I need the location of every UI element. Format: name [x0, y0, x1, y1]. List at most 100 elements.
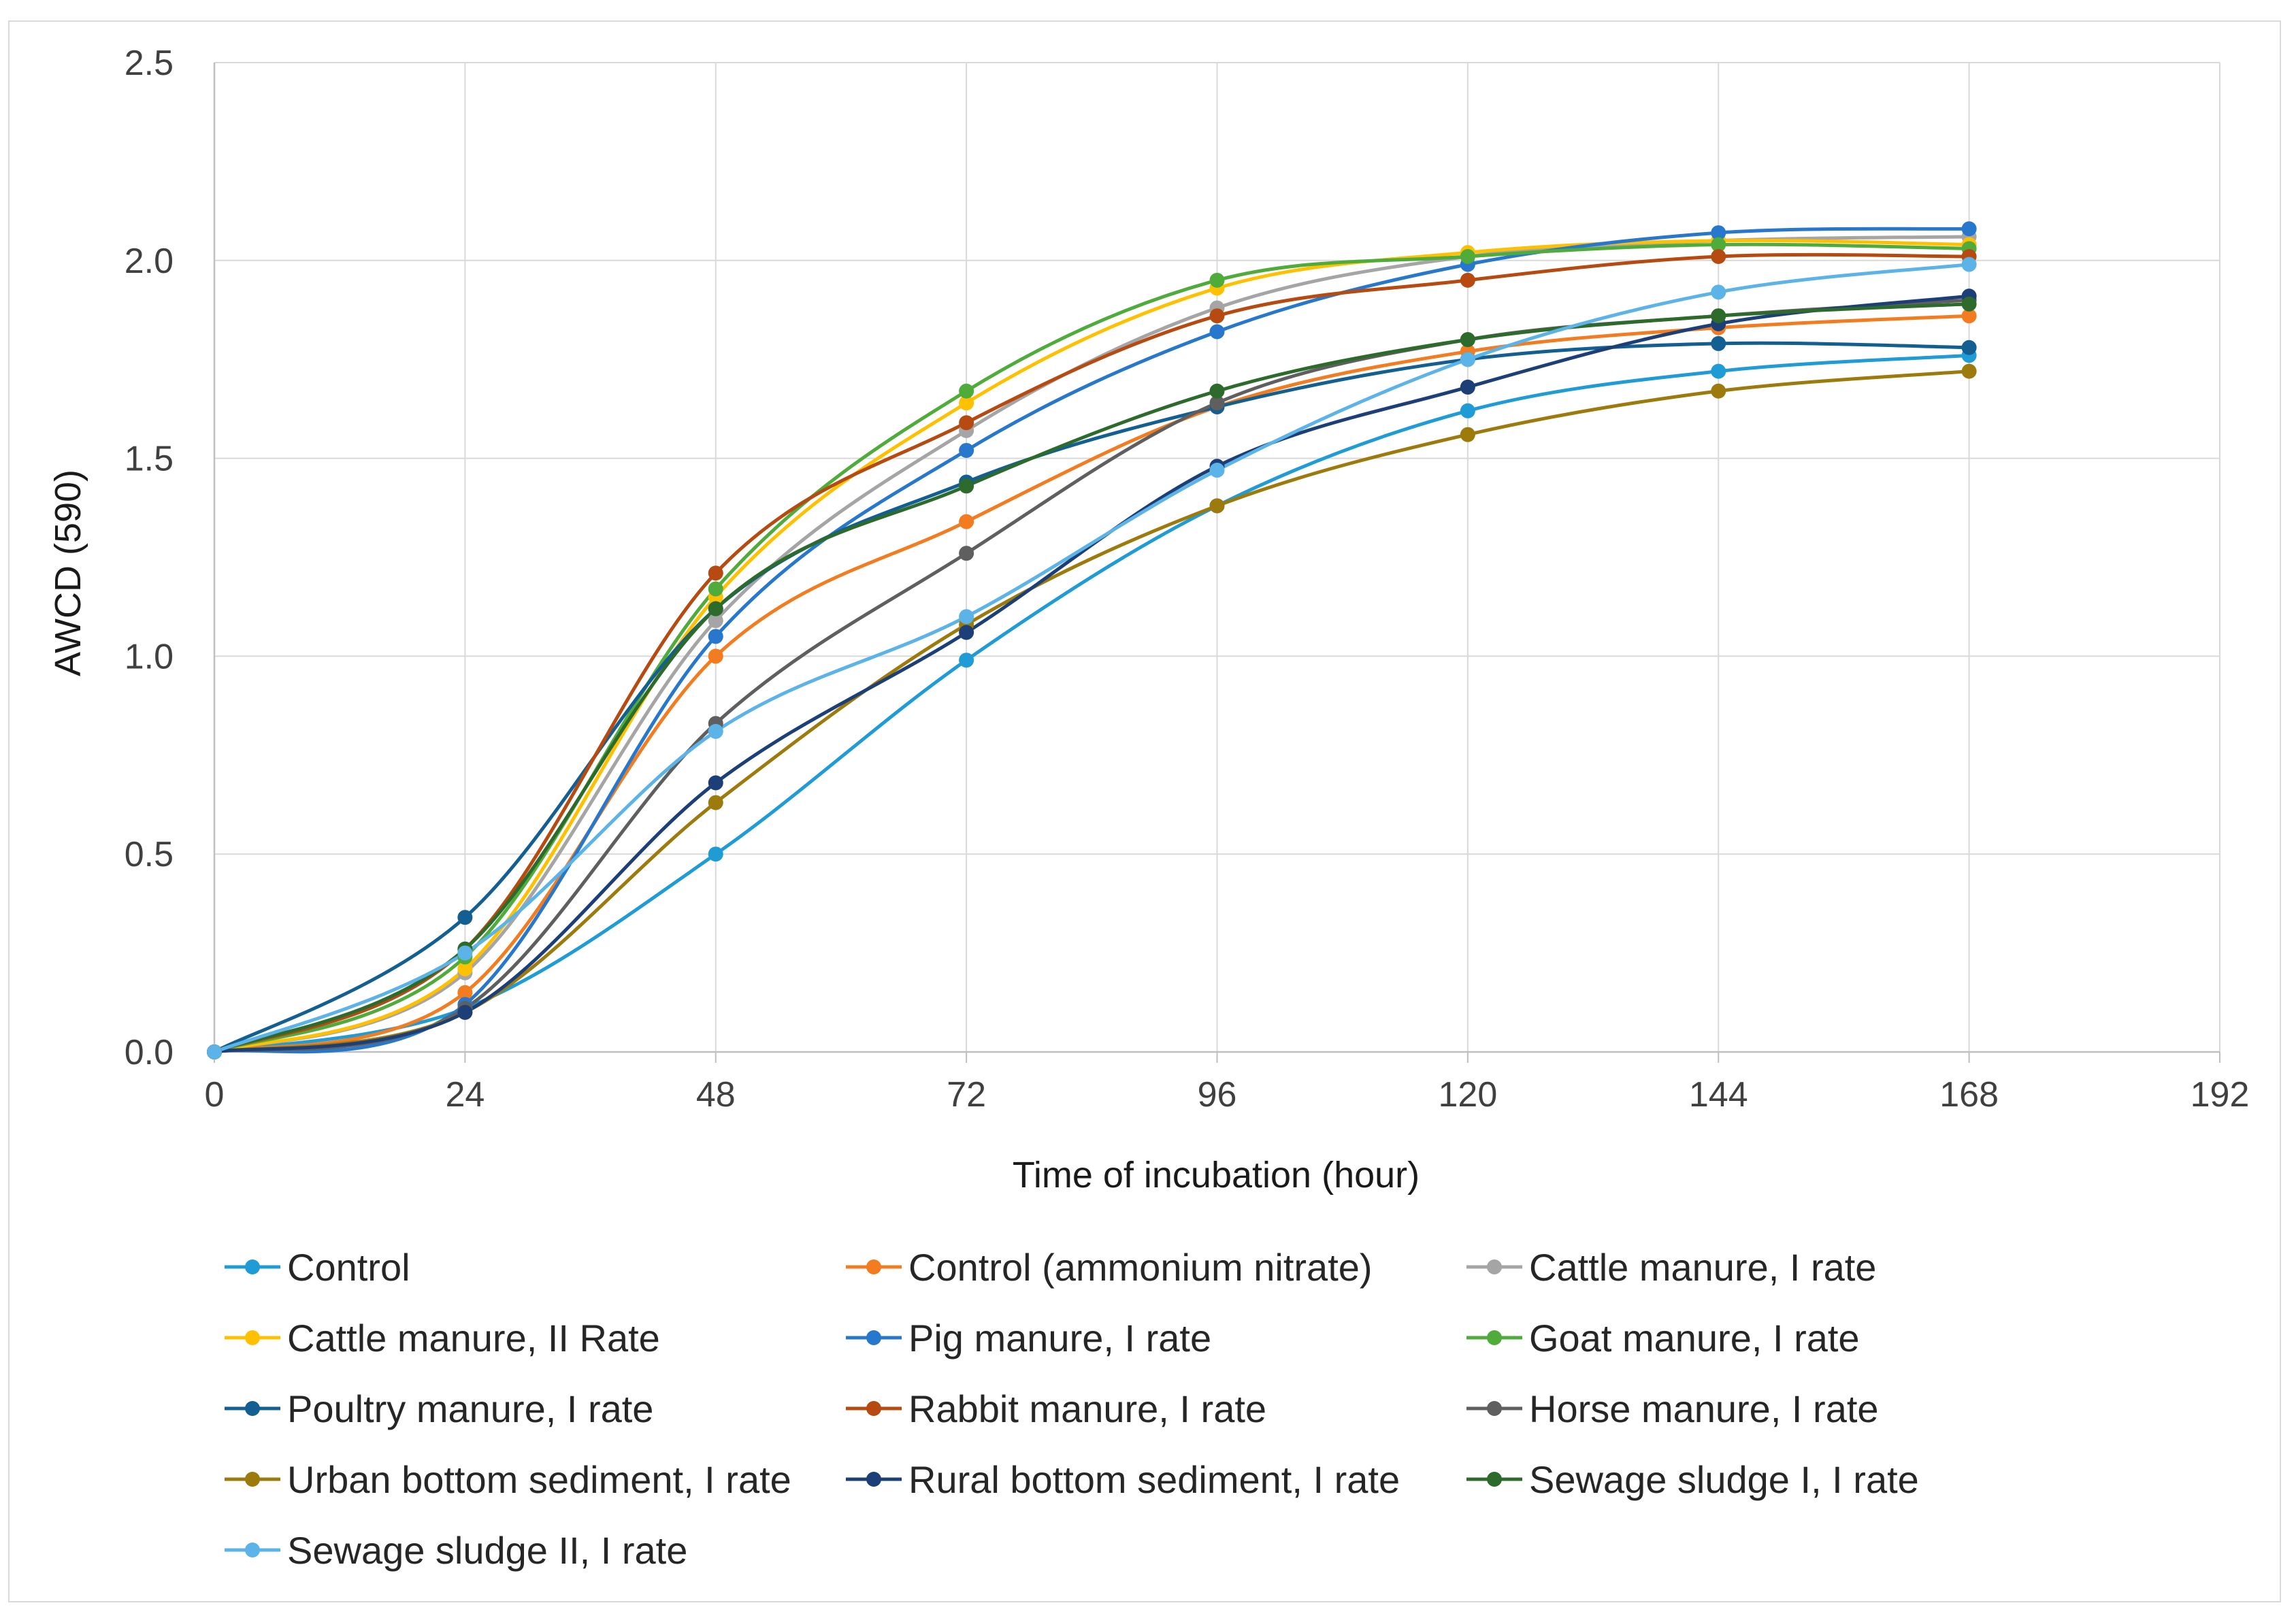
x-tick-label: 24 — [445, 1075, 485, 1115]
x-tick-label: 0 — [205, 1075, 225, 1115]
series-line — [214, 235, 1969, 1054]
legend-label: Sewage sludge II, I rate — [287, 1529, 687, 1572]
tick-labels: 0.0 0.5 1.0 1.5 2.0 2.5 0 24 48 72 96 120 144 168 192 — [125, 44, 2250, 1115]
data-point — [1961, 340, 1977, 355]
series-line — [214, 252, 1969, 1054]
legend-label: Cattle manure, I rate — [1529, 1246, 1876, 1289]
series-line — [214, 227, 1969, 1054]
legend-swatch-marker — [245, 1330, 260, 1345]
x-tick-label: 96 — [1198, 1075, 1237, 1115]
series-line — [214, 238, 1969, 1054]
legend-label: Rabbit manure, I rate — [908, 1387, 1266, 1430]
legend-label: Urban bottom sediment, I rate — [287, 1458, 791, 1501]
legend-label: Control — [287, 1246, 410, 1289]
x-tick-label: 48 — [696, 1075, 736, 1115]
data-point — [1711, 383, 1726, 399]
data-point — [457, 910, 473, 925]
data-point — [959, 383, 974, 399]
data-point — [1961, 308, 1977, 324]
data-point — [959, 415, 974, 431]
legend-swatch-marker — [866, 1401, 881, 1416]
data-point — [1209, 383, 1225, 399]
legend-swatch-marker — [1487, 1401, 1502, 1416]
legend-item: Sewage sludge II, I rate — [225, 1529, 687, 1572]
legend-label: Sewage sludge I, I rate — [1529, 1458, 1919, 1501]
series-line — [214, 263, 1969, 1054]
legend-swatch-marker — [866, 1259, 881, 1274]
legend-item: Pig manure, I rate — [846, 1317, 1211, 1359]
legend-label: Horse manure, I rate — [1529, 1387, 1879, 1430]
data-point — [959, 395, 974, 411]
data-point — [1711, 308, 1726, 324]
data-point — [959, 546, 974, 561]
data-point — [457, 961, 473, 976]
series-line — [214, 369, 1969, 1054]
y-tick-label: 0.5 — [125, 835, 174, 874]
data-point — [1711, 284, 1726, 300]
data-point — [708, 795, 723, 810]
legend: Control Control (ammonium nitrate) Cattle … — [225, 1246, 1919, 1572]
legend-swatch-marker — [1487, 1330, 1502, 1345]
legend-label: Rural bottom sediment, I rate — [908, 1458, 1400, 1501]
data-point — [959, 442, 974, 458]
data-point — [207, 1044, 222, 1059]
data-point — [1711, 363, 1726, 379]
data-point — [457, 985, 473, 1000]
data-point — [708, 581, 723, 597]
data-point — [1961, 257, 1977, 272]
y-tick-label: 1.0 — [125, 637, 174, 676]
data-point — [1460, 272, 1475, 288]
legend-item: Goat manure, I rate — [1466, 1317, 1860, 1359]
x-tick-label: 120 — [1438, 1075, 1497, 1115]
series-lines — [213, 227, 1969, 1054]
legend-label: Pig manure, I rate — [908, 1317, 1211, 1359]
legend-label: Cattle manure, II Rate — [287, 1317, 660, 1359]
data-point — [1711, 335, 1726, 351]
data-point — [1460, 248, 1475, 264]
legend-label: Control (ammonium nitrate) — [908, 1246, 1373, 1289]
legend-swatch-marker — [245, 1401, 260, 1416]
legend-item: Cattle manure, II Rate — [225, 1317, 660, 1359]
data-point — [1460, 332, 1475, 348]
x-tick-label: 72 — [947, 1075, 986, 1115]
data-point — [1711, 237, 1726, 252]
data-point — [708, 613, 723, 629]
data-point — [1209, 308, 1225, 324]
series-line — [214, 302, 1969, 1054]
data-point — [708, 601, 723, 616]
data-point — [959, 625, 974, 640]
legend-item: Rural bottom sediment, I rate — [846, 1458, 1400, 1501]
x-tick-label: 192 — [2191, 1075, 2250, 1115]
legend-item: Poultry manure, I rate — [225, 1387, 653, 1430]
data-point — [708, 565, 723, 581]
data-point — [1209, 272, 1225, 288]
data-point — [1460, 403, 1475, 418]
data-point — [708, 648, 723, 664]
y-tick-label: 2.0 — [125, 242, 174, 281]
legend-item: Control (ammonium nitrate) — [846, 1246, 1373, 1289]
data-point — [1961, 363, 1977, 379]
legend-item: Cattle manure, I rate — [1466, 1246, 1876, 1289]
data-point — [1209, 498, 1225, 514]
data-point — [457, 945, 473, 961]
legend-swatch-marker — [245, 1543, 260, 1557]
legend-item: Horse manure, I rate — [1466, 1387, 1879, 1430]
legend-swatch-marker — [1487, 1472, 1502, 1487]
data-point — [959, 514, 974, 529]
series-line — [214, 353, 1969, 1054]
legend-item: Rabbit manure, I rate — [846, 1387, 1266, 1430]
x-tick-label: 144 — [1689, 1075, 1748, 1115]
legend-item: Sewage sludge I, I rate — [1466, 1458, 1919, 1501]
data-point — [1209, 395, 1225, 411]
series-line — [214, 242, 1969, 1054]
data-point — [959, 653, 974, 668]
gridlines — [214, 62, 2220, 1052]
data-point — [1961, 296, 1977, 312]
y-tick-label: 2.5 — [125, 44, 174, 83]
data-point — [1711, 248, 1726, 264]
legend-swatch-marker — [866, 1472, 881, 1487]
series-line — [214, 314, 1969, 1054]
legend-item: Control — [225, 1246, 410, 1289]
data-point — [457, 1004, 473, 1020]
